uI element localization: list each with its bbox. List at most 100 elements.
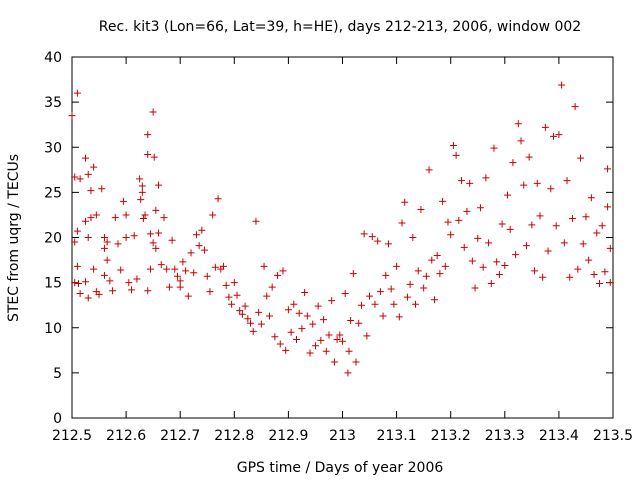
data-point <box>214 195 222 203</box>
data-point <box>122 211 130 219</box>
data-point <box>471 284 479 292</box>
data-point <box>179 258 187 266</box>
data-point <box>146 265 154 273</box>
data-point <box>173 272 181 280</box>
data-point <box>128 286 136 294</box>
data-point <box>303 312 311 320</box>
data-point <box>152 244 160 252</box>
data-point <box>514 120 522 128</box>
data-point <box>582 213 590 221</box>
data-point <box>406 280 414 288</box>
data-point <box>182 267 190 275</box>
data-point <box>398 219 406 227</box>
data-point <box>144 131 152 139</box>
data-point <box>282 346 290 354</box>
data-point <box>452 151 460 159</box>
data-point <box>100 244 108 252</box>
data-point <box>428 256 436 264</box>
data-point <box>268 283 276 291</box>
data-point <box>339 337 346 345</box>
data-point <box>577 154 585 162</box>
data-point <box>260 262 268 270</box>
data-point <box>449 141 457 149</box>
data-point <box>82 278 90 286</box>
data-point <box>506 225 514 233</box>
data-point <box>125 279 133 287</box>
data-point <box>455 216 463 224</box>
data-point <box>317 336 325 344</box>
data-point <box>230 279 238 287</box>
data-point <box>73 262 81 270</box>
data-point <box>293 335 301 343</box>
data-point <box>203 272 211 280</box>
data-point <box>601 268 609 276</box>
data-point <box>284 306 292 314</box>
data-point <box>401 198 409 206</box>
data-point <box>138 182 146 190</box>
data-point <box>330 358 338 366</box>
data-point <box>541 123 549 131</box>
data-point <box>344 369 352 377</box>
data-point <box>176 283 184 291</box>
y-tick-label: 25 <box>44 185 62 201</box>
data-point <box>149 108 157 116</box>
data-point <box>433 252 441 260</box>
data-point <box>276 340 284 348</box>
y-tick-label: 40 <box>44 50 62 66</box>
data-point <box>441 262 449 270</box>
data-point <box>144 150 152 158</box>
x-tick-label: 213.5 <box>593 428 633 444</box>
data-point <box>84 170 92 178</box>
data-point <box>255 308 263 316</box>
x-tick-label: 212.8 <box>214 428 254 444</box>
data-point <box>295 309 303 317</box>
data-point <box>379 312 387 320</box>
x-tick-label: 213.2 <box>431 428 471 444</box>
data-point <box>73 89 81 97</box>
data-point <box>558 81 566 89</box>
data-point <box>479 263 487 271</box>
data-point <box>606 244 614 252</box>
data-point <box>155 181 163 189</box>
data-point <box>355 319 363 327</box>
data-point <box>90 163 98 171</box>
data-point <box>552 222 560 230</box>
data-point <box>309 320 317 328</box>
data-point <box>382 271 390 279</box>
data-point <box>555 131 563 139</box>
data-point <box>395 313 403 321</box>
data-point <box>171 265 179 273</box>
data-point <box>138 188 146 196</box>
data-point <box>100 271 108 279</box>
data-point <box>522 242 530 250</box>
data-point <box>184 292 192 300</box>
x-tick-label: 213.3 <box>485 428 525 444</box>
data-point <box>371 300 379 308</box>
data-point <box>160 214 168 222</box>
data-point <box>325 331 333 339</box>
data-point <box>563 177 571 185</box>
data-points <box>68 81 614 377</box>
data-point <box>463 207 471 215</box>
data-point <box>252 217 260 225</box>
data-point <box>528 221 536 229</box>
data-point <box>71 238 79 246</box>
data-point <box>468 257 476 265</box>
data-point <box>136 175 144 183</box>
data-point <box>376 288 384 296</box>
data-point <box>539 273 547 281</box>
data-point <box>509 159 517 167</box>
data-point <box>73 227 81 235</box>
y-tick-label: 5 <box>53 366 62 382</box>
y-tick-label: 15 <box>44 276 62 292</box>
data-point <box>98 185 106 193</box>
data-point <box>219 262 227 270</box>
data-point <box>146 230 154 238</box>
data-point <box>493 258 501 266</box>
data-point <box>84 294 92 302</box>
data-point <box>549 132 557 140</box>
data-point <box>374 237 382 245</box>
y-axis-label: STEC from uqrg / TECUs <box>6 154 22 322</box>
data-point <box>585 256 593 264</box>
